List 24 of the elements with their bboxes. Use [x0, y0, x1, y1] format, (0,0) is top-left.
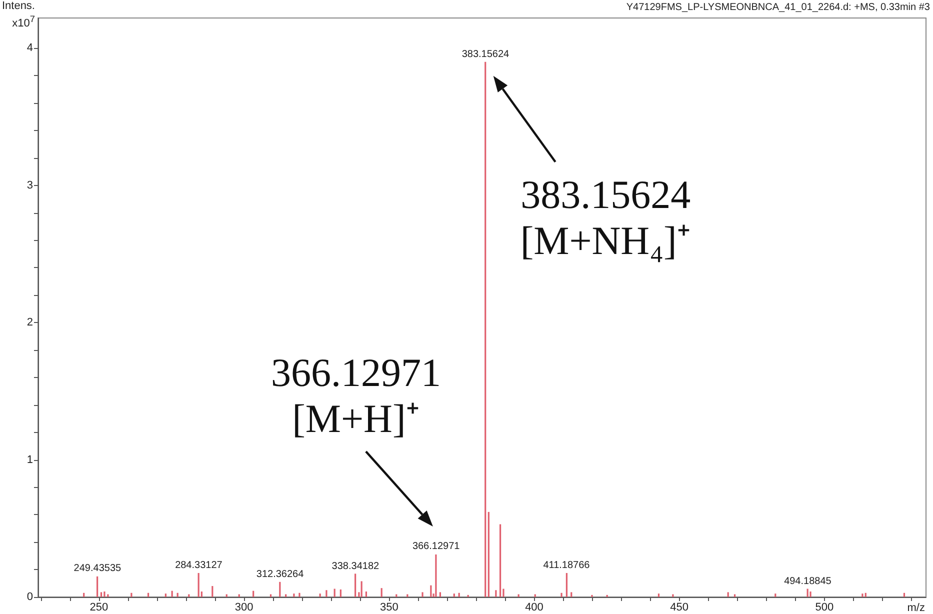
annotation: 249.43535 — [74, 563, 122, 574]
annotation: 411.18766 — [543, 560, 590, 571]
x-tick-label: 300 — [234, 602, 254, 614]
annotation: 338.34182 — [332, 560, 380, 572]
x-tick-label: 450 — [670, 602, 689, 614]
x-tick-label: 500 — [815, 602, 834, 614]
text: Y47129FMS_LP-LYSMEONBNCA_41_01_2264.d: +MS, 0.33min #3 — [626, 2, 930, 13]
x-tick-label: 350 — [380, 602, 398, 614]
y-tick-label: 0 — [26, 591, 33, 603]
annotation: 366.12971 — [412, 541, 460, 552]
y-tick-label: 1 — [26, 454, 33, 466]
x-axis-title: m/z — [907, 602, 925, 614]
annotation: 284.33127 — [175, 560, 222, 571]
annotation: 383.15624 [M+NH₄]⁺ — [520, 172, 691, 264]
y-tick-label: 3 — [26, 179, 33, 192]
annotation: 383.15624 — [462, 48, 510, 60]
x-tick-label: 250 — [90, 602, 108, 614]
annotation: 366.12971 [M+H]⁺ — [270, 350, 441, 442]
annotation: 312.36264 — [256, 568, 304, 580]
y-tick-label: 2 — [26, 316, 33, 329]
y-axis-title: Intens. x10$^{7}$ — [2, 0, 35, 31]
y-tick-label: 4 — [26, 42, 33, 54]
annotation: 494.18845 — [784, 576, 832, 587]
x-tick-label: 400 — [525, 602, 544, 614]
